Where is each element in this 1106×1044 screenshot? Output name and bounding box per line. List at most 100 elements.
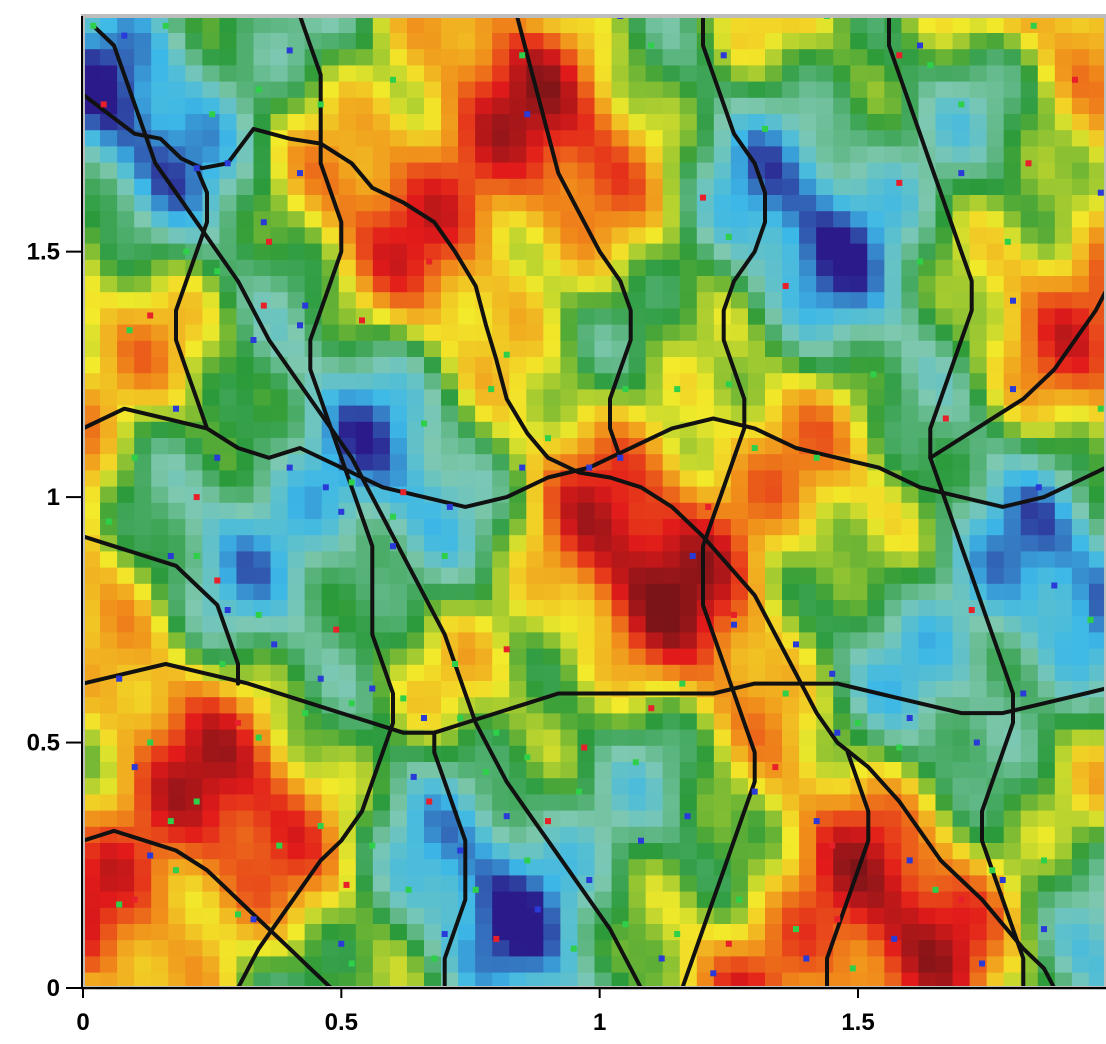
heatmap-cell <box>594 745 613 762</box>
heatmap-cell <box>83 631 101 649</box>
heatmap-cell <box>747 793 766 811</box>
heatmap-cell <box>151 745 170 762</box>
heatmap-cell <box>287 502 306 519</box>
heatmap-cell <box>321 323 340 341</box>
heatmap-cell <box>628 696 647 714</box>
heatmap-cell <box>236 696 255 714</box>
heatmap-cell <box>833 502 852 519</box>
heatmap-cell <box>526 728 545 746</box>
heatmap-cell <box>833 761 852 779</box>
heatmap-cell <box>287 421 306 438</box>
heatmap-cell <box>458 534 476 552</box>
heatmap-cell <box>560 291 579 309</box>
heatmap-cell <box>1054 777 1073 795</box>
heatmap-cell <box>389 242 408 260</box>
region-center-point <box>731 611 737 618</box>
heatmap-cell <box>952 777 971 795</box>
heatmap-cell <box>799 48 817 66</box>
heatmap-cell <box>83 971 101 988</box>
heatmap-cell <box>730 745 749 762</box>
heatmap-cell <box>151 647 170 665</box>
heatmap-cell <box>1003 583 1022 600</box>
heatmap-cell <box>611 161 630 179</box>
heatmap-cell <box>901 502 920 519</box>
heatmap-cell <box>1071 631 1090 649</box>
heatmap-cell <box>304 809 323 827</box>
heatmap-cell <box>969 696 988 714</box>
junction-point-blue <box>410 773 417 780</box>
heatmap-cell <box>458 356 476 374</box>
heatmap-cell <box>611 890 630 908</box>
heatmap-cell <box>867 161 886 179</box>
heatmap-cell <box>816 437 834 455</box>
heatmap-cell <box>492 113 511 131</box>
heatmap-cell <box>389 955 408 973</box>
heatmap-cell <box>1088 502 1106 519</box>
heatmap-cell <box>202 696 221 714</box>
heatmap-cell <box>236 550 255 568</box>
heatmap-cell <box>952 712 971 730</box>
heatmap-cell <box>782 583 800 600</box>
junction-point-green <box>989 867 996 874</box>
heatmap-cell <box>662 502 681 519</box>
heatmap-cell <box>918 16 937 33</box>
heatmap-cell <box>1054 939 1073 957</box>
heatmap-cell <box>901 680 920 698</box>
heatmap-cell <box>355 64 374 82</box>
heatmap-cell <box>424 226 442 244</box>
heatmap-cell <box>168 647 187 665</box>
heatmap-cell <box>560 534 579 552</box>
heatmap-cell <box>475 858 493 876</box>
heatmap-cell <box>577 647 596 665</box>
heatmap-cell <box>884 631 903 649</box>
heatmap-cell <box>168 599 187 617</box>
heatmap-cell <box>799 858 817 876</box>
heatmap-cell <box>833 307 852 325</box>
heatmap-cell <box>406 145 425 163</box>
heatmap-cell <box>100 971 118 988</box>
heatmap-cell <box>355 388 374 406</box>
heatmap-cell <box>782 80 800 98</box>
heatmap-cell <box>475 923 493 941</box>
heatmap-cell <box>816 372 834 390</box>
heatmap-cell <box>713 809 732 827</box>
heatmap-cell <box>560 145 579 163</box>
heatmap-cell <box>1071 696 1090 714</box>
heatmap-cell <box>577 793 596 811</box>
heatmap-cell <box>679 226 698 244</box>
heatmap-cell <box>236 874 255 892</box>
heatmap-cell <box>406 64 425 82</box>
heatmap-cell <box>372 404 391 422</box>
heatmap-cell <box>372 275 391 293</box>
heatmap-cell <box>202 777 221 795</box>
heatmap-cell <box>577 696 596 714</box>
heatmap-cell <box>1003 826 1022 843</box>
heatmap-cell <box>765 890 783 908</box>
heatmap-cell <box>509 858 528 876</box>
heatmap-cell <box>406 518 425 536</box>
heatmap-cell <box>1020 534 1039 552</box>
heatmap-cell <box>867 437 886 455</box>
heatmap-cell <box>833 145 852 163</box>
heatmap-cell <box>134 210 152 228</box>
heatmap-cell <box>867 566 886 584</box>
heatmap-cell <box>696 874 715 892</box>
heatmap-cell <box>986 194 1005 212</box>
heatmap-cell <box>168 388 187 406</box>
heatmap-cell <box>969 858 988 876</box>
heatmap-cell <box>833 48 852 66</box>
heatmap-cell <box>509 615 528 633</box>
heatmap-cell <box>1088 955 1106 973</box>
heatmap-cell <box>406 923 425 941</box>
heatmap-cell <box>321 16 340 33</box>
heatmap-cell <box>475 194 493 212</box>
heatmap-cell <box>986 971 1005 988</box>
heatmap-cell <box>543 259 562 276</box>
heatmap-cell <box>969 32 988 50</box>
heatmap-cell <box>219 275 238 293</box>
heatmap-cell <box>219 48 238 66</box>
heatmap-cell <box>628 453 647 471</box>
heatmap-cell <box>492 242 511 260</box>
heatmap-cell <box>628 534 647 552</box>
heatmap-cell <box>492 615 511 633</box>
